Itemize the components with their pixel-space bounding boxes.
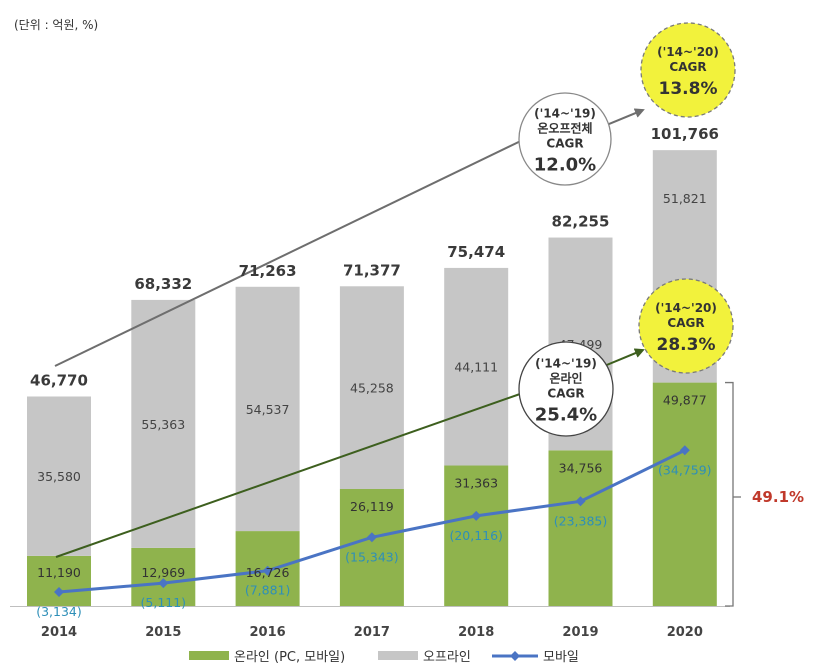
legend-label-online: 온라인 (PC, 모바일)	[234, 650, 345, 665]
total-cagr-2020-circle-line-1: ('14~'20)	[657, 45, 719, 59]
bar-online-2017	[339, 489, 404, 606]
bar-offline-2014	[27, 396, 91, 556]
online-label-2015: 12,969	[141, 565, 185, 580]
online-cagr-2020-circle-value: 28.3%	[657, 335, 716, 355]
mobile-label-2018: (20,116)	[449, 528, 503, 543]
bar-online-2018	[444, 465, 509, 606]
total-cagr-2020-circle: ('14~'20)CAGR 13.8%	[640, 22, 736, 118]
mobile-point-2014	[54, 586, 64, 597]
online-share-bracket	[725, 381, 734, 607]
total-cagr-2020-circle-value: 13.8%	[659, 79, 718, 99]
mobile-label-2015: (5,111)	[141, 595, 187, 610]
online-label-2017: 26,119	[350, 499, 394, 514]
total-label-2015: 68,332	[134, 275, 192, 293]
total-cagr-arrow-segment-1	[54, 136, 530, 367]
offline-label-2015: 55,363	[141, 417, 185, 432]
x-tick-2014: 2014	[41, 625, 77, 640]
offline-label-2020: 51,821	[663, 191, 707, 206]
x-tick-2017: 2017	[354, 625, 390, 640]
bar-offline-2017	[339, 286, 404, 490]
total-cagr-2019-circle-value: 12.0%	[534, 155, 596, 176]
total-label-2016: 71,263	[239, 262, 297, 280]
online-label-2016: 16,726	[246, 565, 290, 580]
x-tick-2019: 2019	[562, 625, 598, 640]
online-cagr-arrow-segment-1	[55, 393, 521, 558]
online-cagr-2020-circle: ('14~'20)CAGR 28.3%	[638, 278, 734, 374]
online-label-2014: 11,190	[37, 565, 81, 580]
online-cagr-2019-circle-value: 25.4%	[535, 405, 597, 426]
offline-label-2016: 54,537	[246, 402, 290, 417]
mobile-point-2020	[679, 445, 690, 456]
x-tick-2016: 2016	[250, 625, 286, 640]
legend-swatch-offline	[378, 651, 418, 660]
online-cagr-2019-circle-line-3: CAGR	[547, 387, 584, 401]
online-label-2018: 31,363	[454, 476, 498, 491]
mobile-point-2015	[158, 578, 169, 589]
bar-online-2014	[27, 555, 91, 606]
total-label-2018: 75,474	[447, 243, 505, 261]
bar-online-2015	[131, 547, 196, 606]
mobile-line-layer: (3,134) (5,111) (7,881) (15,343) (20,116) (23…	[36, 445, 712, 619]
x-tick-2020: 2020	[667, 625, 703, 640]
mobile-label-2020: (34,759)	[658, 462, 712, 477]
mobile-point-2018	[471, 510, 482, 521]
legend-swatch-online	[189, 651, 229, 660]
mobile-label-2019: (23,385)	[554, 513, 608, 528]
labels-layer: 46,770 35,580 11,190 2014 68,332 55,363 12,969…	[30, 125, 719, 640]
online-cagr-2019-circle-line-1: ('14~'19)	[535, 357, 597, 371]
total-label-2020: 101,766	[651, 125, 719, 143]
annotations-layer: ('14~'19)온오프전체CAGR12.0%('14~'20)CAGR13.8…	[518, 22, 804, 607]
legend-marker-mobile	[510, 651, 520, 661]
bar-online-2019	[548, 450, 613, 606]
online-cagr-2019-circle-line-2: 온라인	[549, 371, 582, 386]
total-cagr-2019-circle-shape	[518, 92, 612, 186]
bar-offline-2018	[444, 267, 509, 466]
total-cagr-2020-circle-line-2: CAGR	[669, 60, 706, 74]
online-label-2020: 49,877	[663, 393, 707, 408]
offline-label-2018: 44,111	[454, 360, 498, 375]
mobile-point-2017	[366, 532, 377, 543]
total-label-2019: 82,255	[552, 213, 610, 231]
total-cagr-2020-circle-shape	[640, 22, 736, 118]
mobile-label-2017: (15,343)	[345, 549, 399, 564]
legend-label-offline: 오프라인	[423, 650, 471, 665]
online-cagr-2020-circle-line-2: CAGR	[667, 316, 704, 330]
online-cagr-2019-circle-shape	[518, 341, 614, 437]
offline-label-2014: 35,580	[37, 469, 81, 484]
bar-offline-2015	[131, 299, 196, 548]
online-label-2019: 34,756	[559, 460, 603, 475]
x-tick-2015: 2015	[145, 625, 181, 640]
total-label-2017: 71,377	[343, 261, 401, 279]
mobile-label-2016: (7,881)	[245, 583, 291, 598]
unit-label: (단위 : 억원, %)	[14, 18, 99, 32]
offline-label-2017: 45,258	[350, 381, 394, 396]
legend-layer: 온라인 (PC, 모바일) 오프라인 모바일	[189, 650, 579, 665]
mobile-point-2019	[575, 496, 586, 507]
total-cagr-2019-circle-line-1: ('14~'19)	[534, 107, 596, 121]
x-tick-2018: 2018	[458, 625, 494, 640]
legend-label-mobile: 모바일	[543, 650, 579, 665]
total-cagr-2019-circle-line-2: 온오프전체	[537, 121, 592, 136]
online-share-label: 49.1%	[752, 488, 804, 506]
total-cagr-2019-circle-line-3: CAGR	[546, 137, 583, 151]
mobile-point-2016	[262, 565, 273, 576]
online-cagr-2020-circle-shape	[638, 278, 734, 374]
total-label-2014: 46,770	[30, 372, 88, 390]
mobile-label-2014: (3,134)	[36, 604, 82, 619]
online-cagr-2020-circle-line-1: ('14~'20)	[655, 301, 717, 315]
bar-online-2020	[652, 382, 717, 606]
